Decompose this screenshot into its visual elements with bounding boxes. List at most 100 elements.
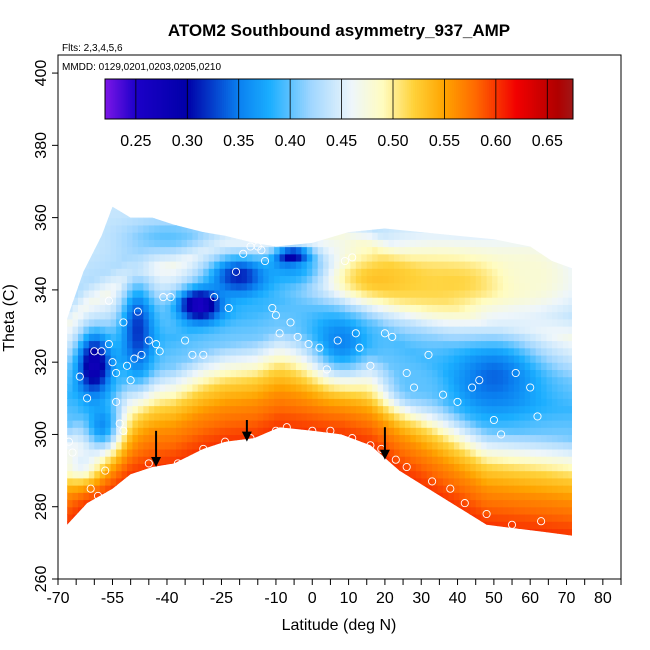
observation-point xyxy=(348,253,357,262)
observation-point xyxy=(112,397,121,406)
colorbar-segment xyxy=(415,79,418,119)
colorbar-segment xyxy=(434,79,437,119)
colorbar-segment xyxy=(516,79,519,119)
colorbar-segment xyxy=(461,79,465,119)
colorbar-segment xyxy=(504,79,508,119)
colorbar-segment xyxy=(307,79,311,119)
observation-point xyxy=(271,426,280,435)
colorbar-frame xyxy=(104,78,574,120)
colorbar-segment xyxy=(368,79,371,119)
colorbar-segment xyxy=(362,79,365,119)
x-tick-label: 60 xyxy=(521,590,539,607)
colorbar-segment xyxy=(364,79,367,119)
colorbar-segment xyxy=(220,79,223,119)
colorbar-segment xyxy=(122,79,125,119)
colorbar-segment xyxy=(418,79,422,119)
observation-point xyxy=(257,246,266,255)
colorbar-segment xyxy=(506,79,510,119)
colorbar-segment xyxy=(360,79,363,119)
heatmap-field xyxy=(67,206,572,536)
colorbar-segment xyxy=(498,79,502,119)
colorbar-segment xyxy=(194,79,198,119)
y-tick-label: 280 xyxy=(33,493,50,520)
colorbar-segment xyxy=(514,79,517,119)
colorbar-segment xyxy=(448,79,451,119)
colorbar-tick-label: 0.60 xyxy=(480,133,511,150)
colorbar-segment xyxy=(457,79,461,119)
colorbar-segment xyxy=(417,79,420,119)
colorbar-segment xyxy=(348,79,352,119)
colorbar-segment xyxy=(397,79,400,119)
y-tick-label: 340 xyxy=(33,276,50,303)
colorbar-segment xyxy=(175,79,178,119)
colorbar-segment xyxy=(565,79,568,119)
colorbar-segment xyxy=(569,79,572,119)
colorbar-segment xyxy=(315,79,319,119)
colorbar-segment xyxy=(407,79,410,119)
colorbar-segment xyxy=(278,79,281,119)
colorbar-segment xyxy=(535,79,539,119)
colorbar-segment xyxy=(520,79,523,119)
colorbar-segment xyxy=(405,79,408,119)
colorbar-segment xyxy=(493,79,496,119)
colorbar-segment xyxy=(120,79,124,119)
colorbar-segment xyxy=(266,79,270,119)
colorbar-segment xyxy=(222,79,225,119)
colorbar-segment xyxy=(171,79,174,119)
colorbar-segment xyxy=(366,79,369,119)
colorbar-tick-label: 0.45 xyxy=(326,133,357,150)
colorbar-segment xyxy=(389,79,393,119)
colorbar-segment xyxy=(216,79,219,119)
colorbar-segment xyxy=(212,79,215,119)
colorbar-segment xyxy=(522,79,525,119)
colorbar-segment xyxy=(329,79,332,119)
x-axis: -70 -55 -40 -25 -10 0 10 20 30 40 50 60 70 80 xyxy=(46,579,622,607)
colorbar-segment xyxy=(436,79,439,119)
colorbar-segment xyxy=(512,79,515,119)
colorbar-segment xyxy=(346,79,350,119)
colorbar-segment xyxy=(214,79,217,119)
colorbar-segment xyxy=(372,79,375,119)
observation-point xyxy=(188,350,197,359)
observation-point xyxy=(424,350,433,359)
colorbar-tick-label: 0.40 xyxy=(275,133,306,150)
sample-arrow xyxy=(241,419,252,442)
colorbar-segment xyxy=(126,79,129,119)
observation-point xyxy=(108,358,117,367)
colorbar-segment xyxy=(181,79,184,119)
colorbar-segment xyxy=(571,79,574,119)
observation-point xyxy=(93,491,103,500)
observation-point xyxy=(112,368,121,378)
observation-point xyxy=(101,466,110,475)
colorbar-segment xyxy=(381,79,385,119)
y-axis: 260 280 300 320 340 360 380 400 xyxy=(33,60,58,592)
colorbar-segment xyxy=(479,79,482,119)
sample-arrow xyxy=(379,427,390,460)
colorbar-segment xyxy=(541,79,545,119)
observation-point xyxy=(260,256,270,266)
colorbar-segment xyxy=(465,79,469,119)
observation-point xyxy=(126,477,135,486)
colorbar-segment xyxy=(268,79,272,119)
colorbar-segment xyxy=(526,79,529,119)
observation-point xyxy=(511,368,520,378)
observation-point xyxy=(64,437,73,446)
colorbar-segment xyxy=(272,79,276,119)
y-tick-label: 380 xyxy=(33,132,50,159)
colorbar-segment xyxy=(288,79,291,119)
observation-point xyxy=(293,332,302,341)
colorbar-segment xyxy=(231,79,235,119)
colorbar-segment xyxy=(136,79,139,119)
observation-point xyxy=(68,448,77,457)
colorbar-segment xyxy=(188,79,192,119)
observation-point xyxy=(115,488,124,497)
colorbar-segment xyxy=(144,79,147,119)
observation-point xyxy=(402,368,411,378)
colorbar-segment xyxy=(192,79,196,119)
colorbar-segment xyxy=(118,79,122,119)
colorbar-segment xyxy=(200,79,203,119)
x-tick-label: 10 xyxy=(340,590,358,607)
colorbar-segment xyxy=(167,79,170,119)
x-tick-label: 20 xyxy=(376,590,394,607)
x-tick-label: -40 xyxy=(155,590,178,607)
